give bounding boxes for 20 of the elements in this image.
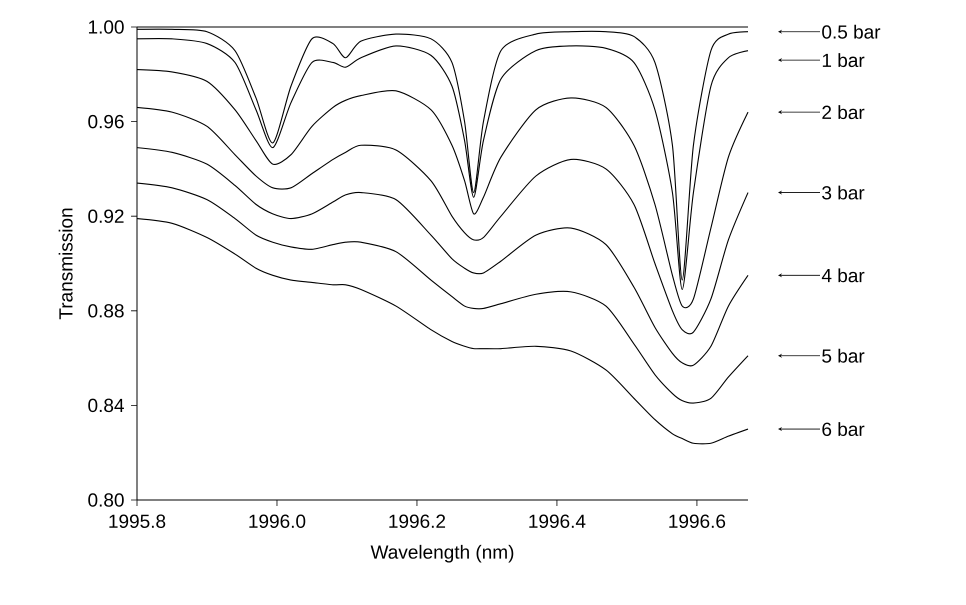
legend-label: 6 bar xyxy=(822,422,864,436)
x-tick-label: 1996.4 xyxy=(529,514,586,528)
legend-label: 1 bar xyxy=(822,53,864,68)
x-tick-label: 1996.6 xyxy=(669,514,726,528)
x-tick-label: 1996.2 xyxy=(389,514,446,528)
legend-label: 2 bar xyxy=(822,105,864,120)
y-axis-title: Transmission xyxy=(58,208,73,320)
x-tick-label: 1996.0 xyxy=(249,514,306,528)
y-tick-label: 0.88 xyxy=(88,304,124,318)
legend-label: 0.5 bar xyxy=(822,24,880,39)
legend-label: 4 bar xyxy=(822,268,864,282)
y-tick-label: 0.92 xyxy=(88,209,124,223)
legend-label: 3 bar xyxy=(822,186,864,200)
y-tick-label: 0.96 xyxy=(88,114,124,128)
y-tick-label: 1.00 xyxy=(88,20,124,34)
y-tick-label: 0.80 xyxy=(88,493,124,507)
legend-label: 5 bar xyxy=(822,348,864,363)
x-axis-title: Wavelength (nm) xyxy=(370,544,514,563)
y-tick-label: 0.84 xyxy=(88,398,124,412)
x-tick-label: 1995.8 xyxy=(109,514,166,528)
